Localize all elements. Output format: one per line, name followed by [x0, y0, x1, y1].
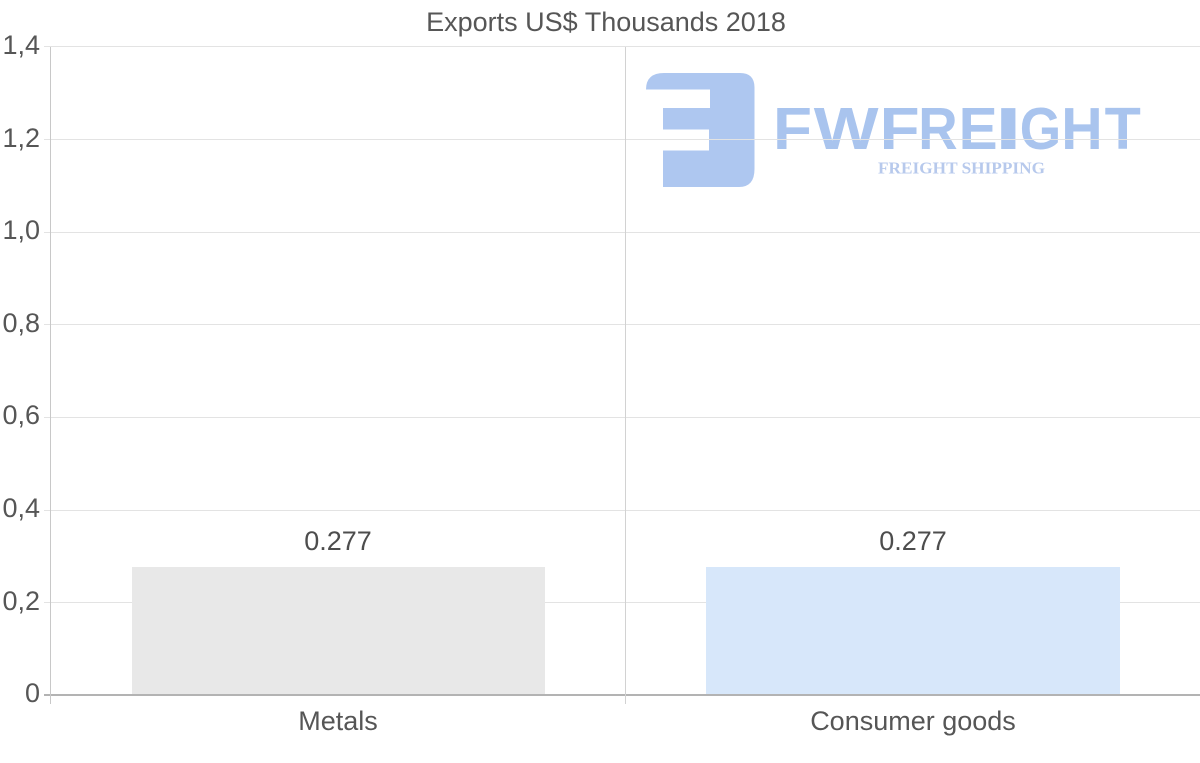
svg-text:F: F [773, 96, 812, 162]
svg-text:W: W [814, 96, 879, 162]
svg-text:F: F [880, 96, 920, 162]
svg-text:T: T [1105, 96, 1141, 162]
svg-text:G: G [1020, 96, 1061, 162]
svg-text:FREIGHT SHIPPING: FREIGHT SHIPPING [878, 159, 1045, 178]
svg-text:R: R [918, 96, 957, 162]
svg-text:I: I [995, 96, 1022, 162]
svg-text:H: H [1061, 96, 1102, 162]
svg-text:E: E [959, 96, 998, 162]
